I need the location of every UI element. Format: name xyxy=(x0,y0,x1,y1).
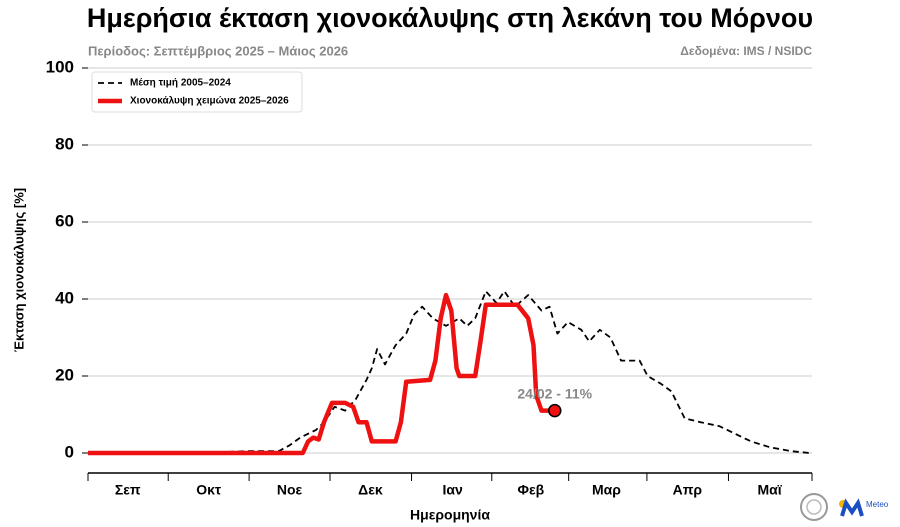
x-tick-label: Νοε xyxy=(277,482,303,498)
x-tick-label: Φεβ xyxy=(518,482,545,498)
y-tick-label: 0 xyxy=(65,442,74,461)
chart-title: Ημερήσια έκταση χιονοκάλυψης στη λεκάνη … xyxy=(87,3,813,33)
y-tick-label: 60 xyxy=(55,211,74,230)
y-axis-label: Έκταση χιονοκάλυψης [%] xyxy=(11,188,26,352)
subtitle: Περίοδος: Σεπτέμβριος 2025 – Μάιος 2026 xyxy=(88,43,348,58)
y-tick-label: 100 xyxy=(46,57,74,76)
legend-box xyxy=(91,71,303,113)
source: Δεδομένα: IMS / NSIDC xyxy=(680,44,812,58)
legend-label: Μέση τιμή 2005–2024 xyxy=(130,78,231,89)
x-tick-label: Ιαν xyxy=(443,482,463,498)
y-tick-label: 80 xyxy=(55,134,74,153)
series-line xyxy=(88,292,555,456)
logo-text: Meteo xyxy=(866,500,889,509)
x-tick-label: Απρ xyxy=(673,482,703,498)
y-tick-label: 40 xyxy=(55,288,74,307)
x-tick-label: Μαϊ xyxy=(757,482,782,498)
y-tick-label: 20 xyxy=(55,365,74,384)
end-marker xyxy=(548,403,562,418)
x-tick-label: Μαρ xyxy=(592,482,621,498)
x-tick-label: Οκτ xyxy=(196,482,222,498)
x-tick-label: Δεκ xyxy=(358,482,383,498)
annotation: 24/02 - 11% xyxy=(517,385,592,401)
series-line xyxy=(88,290,810,454)
logos: Meteo xyxy=(800,493,889,521)
x-tick-label: Σεπ xyxy=(115,482,141,498)
legend-label: Χιονοκάλυψη χειμώνα 2025–2026 xyxy=(130,96,289,107)
x-axis-label: Ημερομηνία xyxy=(410,507,490,523)
